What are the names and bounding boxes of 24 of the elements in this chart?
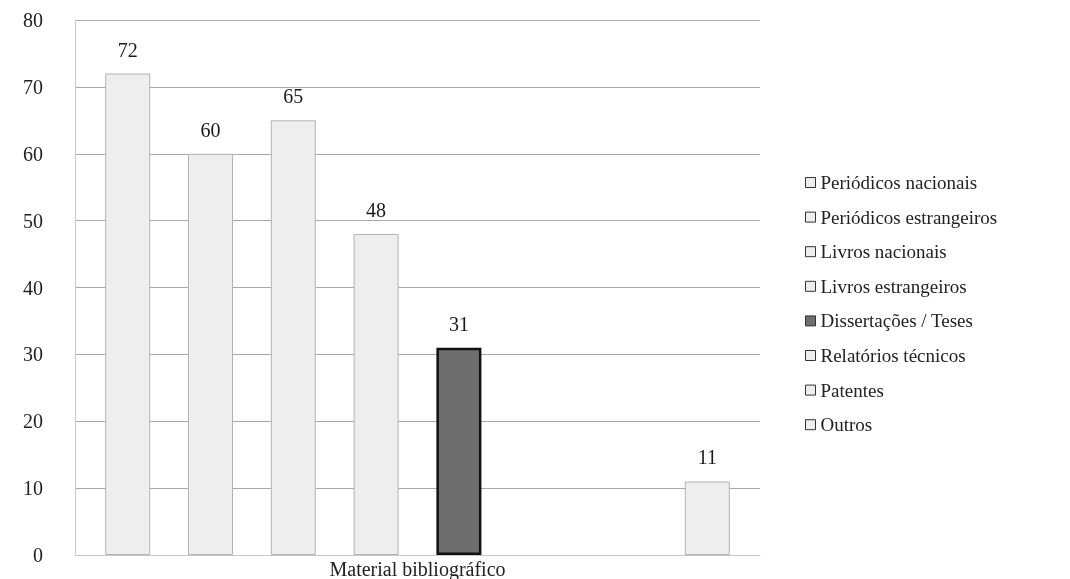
data-label: 65 [283,85,304,108]
data-label: 31 [448,312,469,335]
y-tick-label: 50 [23,209,43,232]
y-tick-label: 40 [23,276,43,299]
y-tick-label: 30 [23,343,43,366]
legend-label: Dissertações / Teses [820,310,973,332]
legend-label: Relatórios técnicos [820,345,966,366]
y-tick-label: 80 [23,9,43,31]
data-label: 72 [117,38,138,61]
legend-label: Livros estrangeiros [820,275,967,297]
data-label: 60 [200,118,221,141]
y-tick-label: 60 [23,142,43,165]
y-tick-label: 0 [33,544,43,566]
y-tick-label: 10 [23,477,43,500]
data-label: 48 [366,199,387,221]
legend-label: Livros nacionais [820,241,947,263]
legend-label: Periódicos estrangeiros [820,206,998,228]
y-tick-label: 20 [23,410,43,433]
data-label: 11 [697,446,717,469]
bar [436,347,482,555]
legend-label: Patentes [820,379,884,401]
legend-label: Periódicos nacionais [820,172,978,193]
legend-label: Outros [820,414,873,436]
y-tick-label: 70 [23,75,43,98]
